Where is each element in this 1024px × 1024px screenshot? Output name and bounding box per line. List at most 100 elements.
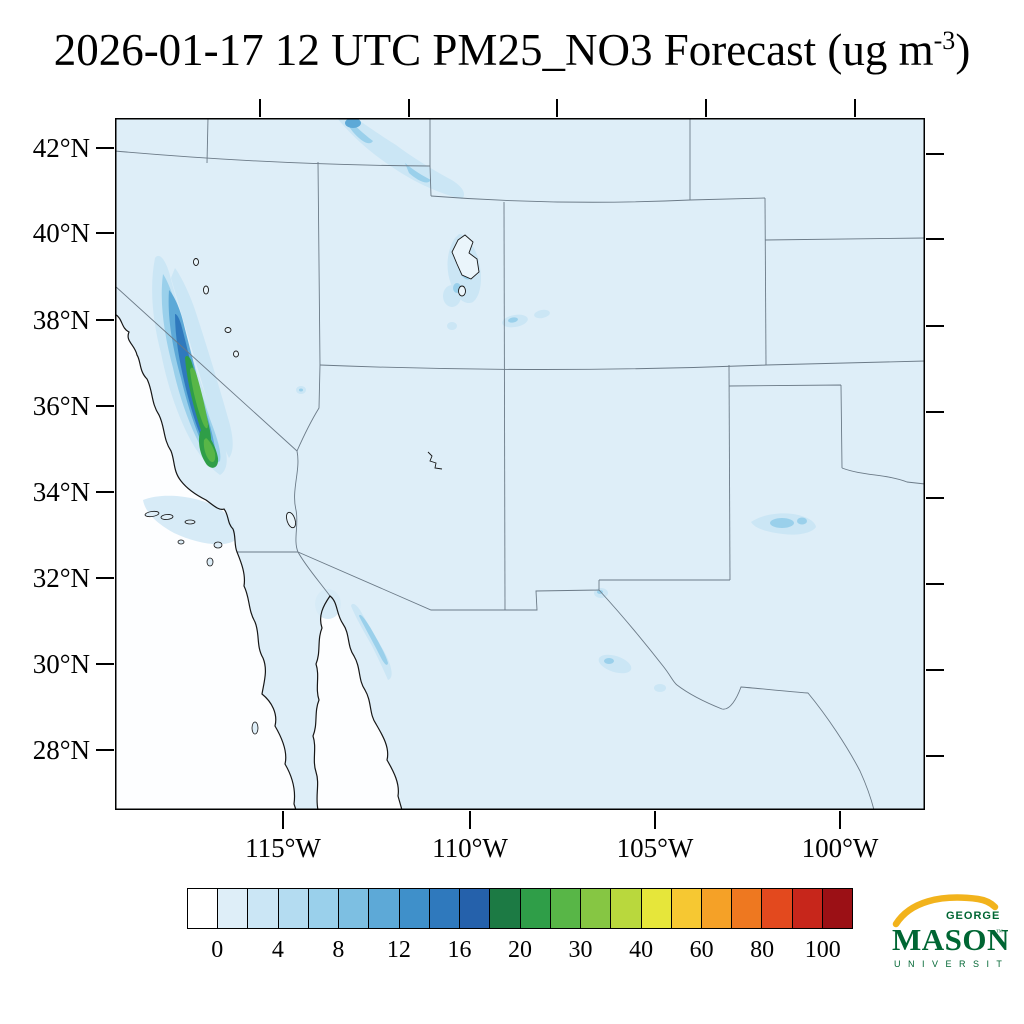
pm-spot-east-utah-1-core bbox=[508, 317, 518, 323]
pacific-ocean bbox=[115, 314, 296, 810]
border-37n bbox=[319, 360, 926, 370]
map-border bbox=[115, 118, 925, 810]
lakes bbox=[193, 234, 480, 529]
colorbar-segment bbox=[580, 889, 611, 928]
island bbox=[144, 510, 160, 518]
channel-islands bbox=[144, 510, 259, 735]
colorbar-segment bbox=[549, 889, 581, 928]
colorbar-segment bbox=[761, 889, 792, 928]
colorbar-segment bbox=[217, 889, 248, 928]
pm-plume-west-texas-mid-2 bbox=[797, 517, 807, 525]
border-utah-colorado-109w bbox=[503, 201, 506, 611]
logo-text-george: GEORGE bbox=[946, 910, 1000, 922]
top-axis-ticks bbox=[259, 99, 856, 117]
map-frame bbox=[114, 117, 926, 811]
logo-text-university: U N I V E R S I T Y bbox=[894, 959, 1008, 969]
border-red-river bbox=[841, 467, 926, 485]
lat-label-32n: 32°N bbox=[32, 563, 90, 593]
colorbar-tick-label: 0 bbox=[211, 937, 224, 963]
colorbar-segment bbox=[700, 889, 732, 928]
border-42n bbox=[114, 150, 431, 167]
utah-lake bbox=[458, 285, 466, 297]
logo-text-mason: MASON bbox=[892, 922, 1008, 957]
pm-plume-snake-river-mid-2 bbox=[405, 163, 431, 183]
lon-label-110w: 110°W bbox=[432, 833, 508, 863]
right-axis-ticks bbox=[926, 153, 944, 757]
island bbox=[160, 514, 174, 520]
border-colorado-east-102w bbox=[764, 197, 767, 366]
left-axis-ticks bbox=[96, 147, 114, 751]
border-111w bbox=[429, 118, 432, 197]
island bbox=[184, 519, 196, 525]
lon-label-100w: 100°W bbox=[801, 833, 879, 863]
mono-lake bbox=[224, 327, 232, 333]
colorbar-tick-label: 16 bbox=[447, 937, 472, 963]
gmu-logo: GEORGE MASON ™ U N I V E R S I T Y bbox=[892, 894, 1008, 969]
pm-spot-big-bend-core bbox=[604, 658, 614, 664]
colorbar-segment bbox=[670, 889, 701, 928]
colorbar-segment bbox=[821, 889, 853, 928]
colorbar-segment bbox=[368, 889, 399, 928]
lat-label-40n: 40°N bbox=[32, 218, 90, 248]
colorbar-segment bbox=[519, 889, 550, 928]
pm-spot-las-vegas-core bbox=[299, 388, 303, 392]
title-exponent: -3 bbox=[933, 26, 956, 55]
colorbar-segment bbox=[277, 889, 308, 928]
colorbar-segment bbox=[489, 889, 520, 928]
pm-plume-snake-river-dark-spot bbox=[345, 118, 361, 128]
pm-plume-green-core-2 bbox=[203, 438, 216, 463]
colorbar-tick-label: 20 bbox=[508, 937, 532, 963]
colorbar-segment bbox=[398, 889, 429, 928]
colorbar-tick-label: 12 bbox=[386, 937, 411, 963]
border-new-mexico-texas-103w bbox=[728, 364, 731, 581]
pm25-no3-plumes bbox=[143, 118, 816, 692]
lake-squiggle-arizona bbox=[427, 451, 443, 470]
lat-label-42n: 42°N bbox=[32, 133, 90, 163]
colorbar-tick-label: 100 bbox=[804, 937, 841, 963]
colorbar-segment bbox=[338, 889, 369, 928]
gmu-swoosh-icon bbox=[892, 894, 999, 928]
island-cedros bbox=[251, 721, 259, 735]
border-colorado-river-delta bbox=[297, 551, 331, 597]
lon-label-105w: 105°W bbox=[616, 833, 694, 863]
border-oklahoma-panhandle bbox=[728, 384, 843, 469]
lake-tahoe bbox=[203, 285, 209, 295]
border-rio-grande bbox=[598, 589, 875, 811]
lat-label-34n: 34°N bbox=[32, 477, 90, 507]
coastline-gulf-of-california bbox=[312, 595, 403, 811]
colorbar-tick-label: 80 bbox=[750, 937, 775, 963]
colorbar-segment bbox=[610, 889, 641, 928]
island bbox=[213, 541, 223, 549]
colorbar-tick-label: 60 bbox=[689, 937, 714, 963]
colorbar-tick-label: 40 bbox=[629, 937, 654, 963]
border-colorado-river-az-ca bbox=[294, 450, 299, 553]
lat-label-28n: 28°N bbox=[32, 735, 90, 765]
colorbar-tick-label: 8 bbox=[332, 937, 345, 963]
pm-spot-sevier bbox=[447, 322, 457, 330]
colorbar-tick-label: 4 bbox=[271, 937, 284, 963]
lat-label-36n: 36°N bbox=[32, 391, 90, 421]
border-arizona-mexico bbox=[297, 551, 505, 611]
pm-spot-rio-grande bbox=[654, 684, 666, 692]
colorbar-segment bbox=[307, 889, 339, 928]
pm-plume-sierra-foothills-light bbox=[171, 268, 233, 458]
lat-label-30n: 30°N bbox=[32, 649, 90, 679]
pm-plume-sonora-mid bbox=[359, 614, 388, 665]
state-borders bbox=[114, 117, 926, 811]
colorbar-segment bbox=[428, 889, 460, 928]
logo-trademark: ™ bbox=[996, 928, 1003, 936]
colorbar-segment bbox=[640, 889, 671, 928]
pyramid-lake bbox=[193, 258, 199, 266]
border-oregon-idaho bbox=[206, 117, 209, 164]
walker-lake bbox=[233, 350, 239, 358]
border-nebraska-kansas-40n bbox=[764, 237, 926, 241]
great-salt-lake bbox=[451, 234, 480, 280]
border-new-mexico-bootheel bbox=[505, 580, 600, 611]
pm-spot-east-utah-2 bbox=[534, 309, 550, 319]
colorbar-segment bbox=[188, 889, 218, 928]
border-california-nevada-diagonal bbox=[114, 285, 298, 452]
colorbar bbox=[187, 888, 853, 929]
island bbox=[206, 557, 214, 567]
border-nevada-utah-114w bbox=[296, 161, 321, 452]
bottom-axis-ticks bbox=[282, 811, 841, 829]
